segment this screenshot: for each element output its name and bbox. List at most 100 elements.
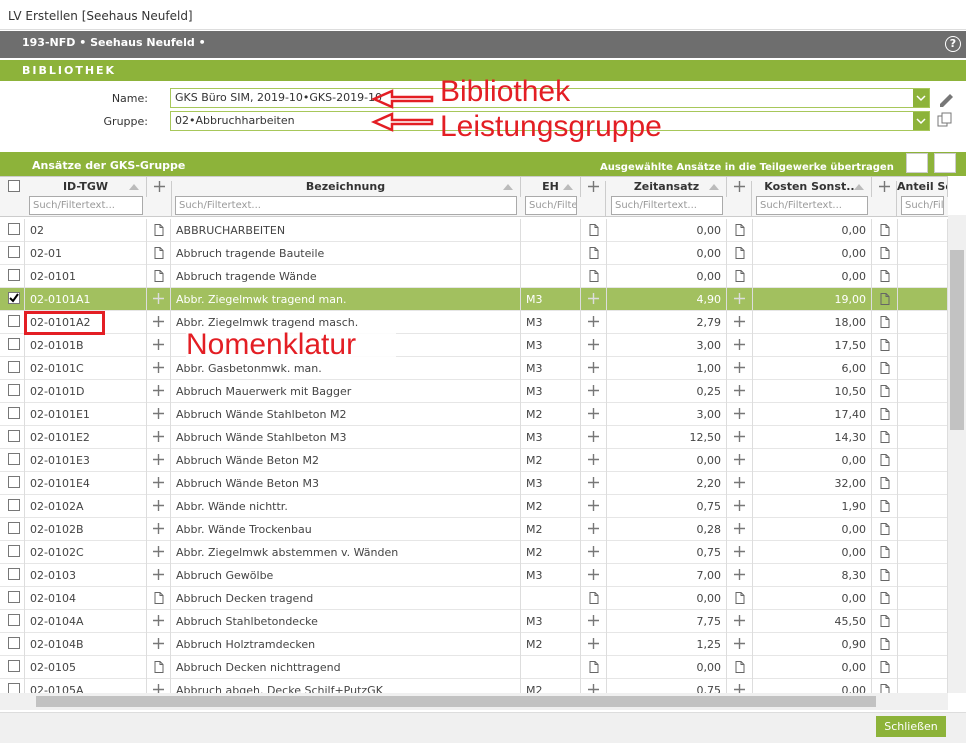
row-icon[interactable] <box>727 311 753 334</box>
row-icon[interactable] <box>872 219 898 242</box>
filter-input[interactable]: Such/Filte <box>525 196 577 215</box>
row-icon[interactable] <box>872 610 898 633</box>
column-title[interactable]: Kosten Sonst... <box>752 177 872 197</box>
row-icon[interactable] <box>727 610 753 633</box>
select-all-checkbox[interactable] <box>8 180 20 192</box>
row-checkbox[interactable] <box>8 269 20 281</box>
row-icon[interactable] <box>147 472 171 495</box>
row-icon[interactable] <box>872 495 898 518</box>
row-icon[interactable] <box>872 587 898 610</box>
column-title[interactable]: EH <box>521 177 581 197</box>
row-checkbox[interactable] <box>8 292 20 304</box>
filter-input[interactable]: Such/Filtertext... <box>29 196 143 215</box>
row-icon[interactable] <box>581 472 607 495</box>
column-title[interactable]: Anteil Sons <box>897 177 948 197</box>
row-icon[interactable] <box>581 288 607 311</box>
row-checkbox[interactable] <box>8 499 20 511</box>
row-checkbox[interactable] <box>8 315 20 327</box>
row-icon[interactable] <box>147 587 171 610</box>
row-icon[interactable] <box>147 633 171 656</box>
row-icon[interactable] <box>872 472 898 495</box>
row-icon[interactable] <box>147 541 171 564</box>
filter-input[interactable]: Such/Filtertext... <box>901 196 944 215</box>
row-icon[interactable] <box>872 564 898 587</box>
row-icon[interactable] <box>727 564 753 587</box>
row-checkbox[interactable] <box>8 522 20 534</box>
row-icon[interactable] <box>581 495 607 518</box>
row-icon[interactable] <box>147 449 171 472</box>
row-icon[interactable] <box>147 610 171 633</box>
row-icon[interactable] <box>872 288 898 311</box>
row-icon[interactable] <box>872 679 898 693</box>
v-scrollbar[interactable] <box>948 215 966 693</box>
row-icon[interactable] <box>147 311 171 334</box>
row-icon[interactable] <box>872 357 898 380</box>
row-checkbox[interactable] <box>8 660 20 672</box>
row-icon[interactable] <box>727 426 753 449</box>
row-checkbox[interactable] <box>8 614 20 626</box>
row-icon[interactable] <box>147 334 171 357</box>
row-icon[interactable] <box>727 242 753 265</box>
row-icon[interactable] <box>147 403 171 426</box>
row-icon[interactable] <box>147 426 171 449</box>
open-button[interactable] <box>906 153 928 173</box>
close-button[interactable]: Schließen <box>876 716 946 737</box>
row-icon[interactable] <box>581 541 607 564</box>
row-icon[interactable] <box>581 265 607 288</box>
help-button[interactable]: ? <box>945 36 961 52</box>
row-icon[interactable] <box>147 679 171 693</box>
row-checkbox[interactable] <box>8 223 20 235</box>
row-icon[interactable] <box>581 357 607 380</box>
row-icon[interactable] <box>581 633 607 656</box>
row-icon[interactable] <box>147 656 171 679</box>
row-icon[interactable] <box>727 633 753 656</box>
row-icon[interactable] <box>581 426 607 449</box>
row-icon[interactable] <box>872 311 898 334</box>
row-icon[interactable] <box>581 380 607 403</box>
row-icon[interactable] <box>147 495 171 518</box>
row-icon[interactable] <box>872 403 898 426</box>
row-icon[interactable] <box>872 541 898 564</box>
row-icon[interactable] <box>581 242 607 265</box>
row-icon[interactable] <box>727 656 753 679</box>
row-icon[interactable] <box>581 656 607 679</box>
name-select[interactable]: GKS Büro SIM, 2019-10•GKS-2019-10 <box>170 88 930 108</box>
row-icon[interactable] <box>727 357 753 380</box>
row-icon[interactable] <box>727 587 753 610</box>
column-title[interactable]: ID-TGW <box>25 177 147 197</box>
column-title[interactable]: Bezeichnung <box>171 177 521 197</box>
row-icon[interactable] <box>147 265 171 288</box>
row-checkbox[interactable] <box>8 246 20 258</box>
filter-input[interactable]: Such/Filtertext... <box>175 196 517 215</box>
row-icon[interactable] <box>581 518 607 541</box>
row-icon[interactable] <box>872 449 898 472</box>
filter-input[interactable]: Such/Filtertext... <box>611 196 723 215</box>
row-checkbox[interactable] <box>8 545 20 557</box>
row-icon[interactable] <box>147 357 171 380</box>
row-icon[interactable] <box>727 265 753 288</box>
row-icon[interactable] <box>727 495 753 518</box>
row-icon[interactable] <box>147 564 171 587</box>
row-icon[interactable] <box>727 518 753 541</box>
row-icon[interactable] <box>581 311 607 334</box>
row-icon[interactable] <box>872 380 898 403</box>
row-checkbox[interactable] <box>8 476 20 488</box>
row-icon[interactable] <box>147 219 171 242</box>
row-icon[interactable] <box>581 587 607 610</box>
group-select[interactable]: 02•Abbruchharbeiten <box>170 111 930 131</box>
row-checkbox[interactable] <box>8 683 20 693</box>
row-icon[interactable] <box>872 518 898 541</box>
row-icon[interactable] <box>147 288 171 311</box>
copy-button[interactable] <box>934 153 956 173</box>
row-checkbox[interactable] <box>8 338 20 350</box>
row-icon[interactable] <box>872 242 898 265</box>
row-icon[interactable] <box>581 679 607 693</box>
row-icon[interactable] <box>147 242 171 265</box>
row-checkbox[interactable] <box>8 453 20 465</box>
row-icon[interactable] <box>872 633 898 656</box>
row-checkbox[interactable] <box>8 384 20 396</box>
row-icon[interactable] <box>581 334 607 357</box>
filter-input[interactable]: Such/Filtertext... <box>756 196 868 215</box>
row-icon[interactable] <box>872 426 898 449</box>
row-icon[interactable] <box>147 518 171 541</box>
